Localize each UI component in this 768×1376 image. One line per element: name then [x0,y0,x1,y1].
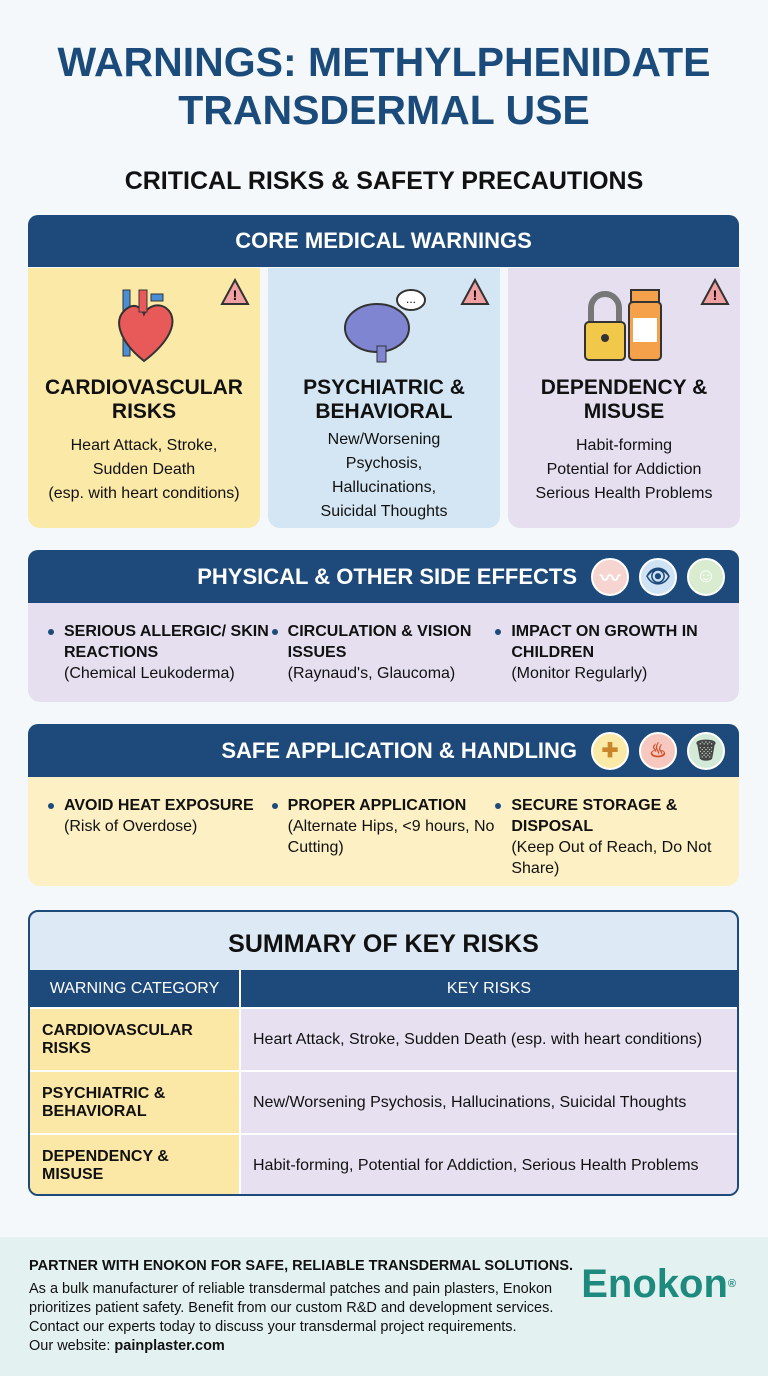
eye-icon: 👁 [639,557,677,596]
list-item: CIRCULATION & VISION ISSUES (Raynaud's, G… [271,621,496,702]
warning-icon: ! [460,278,490,305]
brain-icon: ... [344,289,426,363]
website-link[interactable]: painplaster.com [114,1338,225,1354]
page-title: WARNINGS: METHYLPHENIDATE TRANSDERMAL USE [57,39,711,133]
heart-icon [118,289,174,363]
list-item: SECURE STORAGE & DISPOSAL (Keep Out of Re… [495,795,719,886]
table-row: DEPENDENCY & MISUSE Habit-forming, Potent… [30,1133,737,1194]
lock-pill-bottle-icon [584,289,662,361]
svg-text:...: ... [406,292,416,306]
summary-table: SUMMARY OF KEY RISKS WARNING CATEGORY KEY… [28,910,739,1196]
footer: PARTNER WITH ENOKON FOR SAFE, RELIABLE T… [0,1237,768,1376]
card-dependency: ! DEPENDENCY & MISUSE Habit-forming Poten… [508,268,740,528]
svg-text:!: ! [713,287,718,303]
safe-application-list: AVOID HEAT EXPOSURE (Risk of Overdose) PR… [28,777,739,886]
card-cardiovascular: ! CARDIOVASCULAR RISKS Heart Attack, Str… [28,268,260,528]
table-row: PSYCHIATRIC & BEHAVIORAL New/Worsening Ps… [30,1070,737,1134]
svg-text:!: ! [233,287,238,303]
card-psychiatric: ... ! PSYCHIATRIC & BEHAVIORAL New/Worse… [268,268,500,528]
list-item: AVOID HEAT EXPOSURE (Risk of Overdose) [48,795,272,886]
safe-application-header: SAFE APPLICATION & HANDLING ✚ ♨ 🗑 [28,724,739,777]
trash-icon: 🗑 [687,731,725,770]
list-item: IMPACT ON GROWTH IN CHILDREN (Monitor Reg… [495,621,719,702]
physical-effects-header: PHYSICAL & OTHER SIDE EFFECTS 〰 👁 ☺ [28,550,739,603]
page-subtitle: CRITICAL RISKS & SAFETY PRECAUTIONS [124,167,644,195]
enokon-logo: Enokon® [581,1262,736,1306]
list-item: SERIOUS ALLERGIC/ SKIN REACTIONS (Chemica… [48,621,272,702]
skin-icon: 〰 [591,557,629,596]
physical-effects-list: SERIOUS ALLERGIC/ SKIN REACTIONS (Chemica… [28,603,739,702]
svg-text:!: ! [473,287,478,303]
warning-icon: ! [700,278,730,305]
heat-icon: ♨ [639,731,677,770]
warning-icon: ! [220,278,250,305]
patch-icon: ✚ [591,731,629,770]
table-row: CARDIOVASCULAR RISKS Heart Attack, Stroke… [30,1007,737,1071]
child-face-icon: ☺ [687,557,725,596]
list-item: PROPER APPLICATION (Alternate Hips, <9 ho… [271,795,496,886]
core-warnings-header: CORE MEDICAL WARNINGS [28,215,739,267]
